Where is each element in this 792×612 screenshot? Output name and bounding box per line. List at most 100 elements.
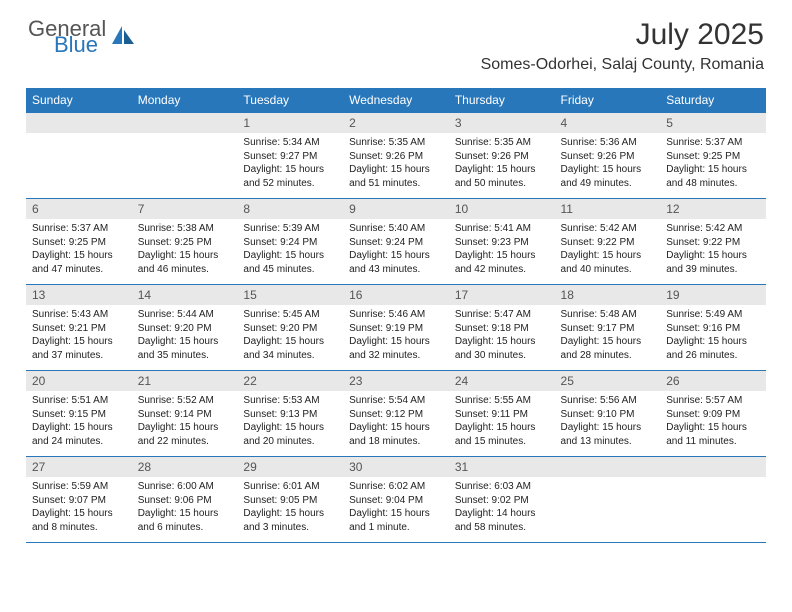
info-line: Sunset: 9:26 PM: [561, 150, 655, 164]
info-line: Daylight: 15 hours: [243, 249, 337, 263]
date-cell: [660, 457, 766, 478]
date-cell: 14: [132, 285, 238, 306]
calendar-body: 12345Sunrise: 5:34 AMSunset: 9:27 PMDayl…: [26, 113, 766, 543]
info-cell: Sunrise: 5:43 AMSunset: 9:21 PMDaylight:…: [26, 305, 132, 371]
info-line: and 1 minute.: [349, 521, 443, 535]
info-line: and 35 minutes.: [138, 349, 232, 363]
info-line: Sunrise: 5:39 AM: [243, 222, 337, 236]
info-line: and 40 minutes.: [561, 263, 655, 277]
info-line: and 50 minutes.: [455, 177, 549, 191]
info-cell: Sunrise: 5:52 AMSunset: 9:14 PMDaylight:…: [132, 391, 238, 457]
info-cell: Sunrise: 5:38 AMSunset: 9:25 PMDaylight:…: [132, 219, 238, 285]
info-cell: Sunrise: 6:00 AMSunset: 9:06 PMDaylight:…: [132, 477, 238, 543]
date-cell: 12: [660, 199, 766, 220]
date-cell: 28: [132, 457, 238, 478]
logo-text-wrap: General Blue: [28, 18, 106, 56]
info-cell: Sunrise: 5:53 AMSunset: 9:13 PMDaylight:…: [237, 391, 343, 457]
week-info-row: Sunrise: 5:37 AMSunset: 9:25 PMDaylight:…: [26, 219, 766, 285]
info-line: Daylight: 15 hours: [138, 507, 232, 521]
date-cell: 16: [343, 285, 449, 306]
info-line: and 39 minutes.: [666, 263, 760, 277]
info-line: Daylight: 15 hours: [243, 335, 337, 349]
info-line: Daylight: 15 hours: [455, 335, 549, 349]
info-line: Sunset: 9:11 PM: [455, 408, 549, 422]
week-info-row: Sunrise: 5:34 AMSunset: 9:27 PMDaylight:…: [26, 133, 766, 199]
date-cell: 10: [449, 199, 555, 220]
info-line: Sunset: 9:04 PM: [349, 494, 443, 508]
info-line: Sunrise: 5:35 AM: [349, 136, 443, 150]
info-line: Sunset: 9:17 PM: [561, 322, 655, 336]
info-line: Daylight: 15 hours: [666, 163, 760, 177]
info-line: Sunset: 9:13 PM: [243, 408, 337, 422]
info-line: Daylight: 15 hours: [561, 163, 655, 177]
info-line: Daylight: 15 hours: [349, 507, 443, 521]
info-line: Sunset: 9:21 PM: [32, 322, 126, 336]
date-cell: [132, 113, 238, 134]
info-cell: Sunrise: 6:03 AMSunset: 9:02 PMDaylight:…: [449, 477, 555, 543]
info-line: Sunset: 9:20 PM: [243, 322, 337, 336]
info-cell: Sunrise: 5:56 AMSunset: 9:10 PMDaylight:…: [555, 391, 661, 457]
date-cell: [555, 457, 661, 478]
info-cell: Sunrise: 5:55 AMSunset: 9:11 PMDaylight:…: [449, 391, 555, 457]
info-line: Daylight: 15 hours: [666, 421, 760, 435]
info-cell: Sunrise: 5:34 AMSunset: 9:27 PMDaylight:…: [237, 133, 343, 199]
info-line: Sunset: 9:09 PM: [666, 408, 760, 422]
info-line: Daylight: 15 hours: [138, 421, 232, 435]
info-cell: Sunrise: 5:37 AMSunset: 9:25 PMDaylight:…: [660, 133, 766, 199]
info-line: Daylight: 15 hours: [349, 163, 443, 177]
info-line: and 51 minutes.: [349, 177, 443, 191]
info-line: and 46 minutes.: [138, 263, 232, 277]
info-line: and 8 minutes.: [32, 521, 126, 535]
info-cell: Sunrise: 5:39 AMSunset: 9:24 PMDaylight:…: [237, 219, 343, 285]
info-line: Sunrise: 5:42 AM: [666, 222, 760, 236]
week-date-row: 2728293031: [26, 457, 766, 478]
info-line: and 6 minutes.: [138, 521, 232, 535]
date-cell: 21: [132, 371, 238, 392]
info-line: and 18 minutes.: [349, 435, 443, 449]
info-line: Sunset: 9:26 PM: [455, 150, 549, 164]
date-cell: [26, 113, 132, 134]
date-cell: 30: [343, 457, 449, 478]
info-line: and 43 minutes.: [349, 263, 443, 277]
info-line: Sunset: 9:22 PM: [561, 236, 655, 250]
info-line: Daylight: 14 hours: [455, 507, 549, 521]
info-line: and 32 minutes.: [349, 349, 443, 363]
info-cell: Sunrise: 6:01 AMSunset: 9:05 PMDaylight:…: [237, 477, 343, 543]
info-line: Sunrise: 5:37 AM: [32, 222, 126, 236]
day-header-thursday: Thursday: [449, 88, 555, 113]
info-line: Sunrise: 5:47 AM: [455, 308, 549, 322]
info-line: Daylight: 15 hours: [666, 249, 760, 263]
date-cell: 18: [555, 285, 661, 306]
info-line: Sunset: 9:19 PM: [349, 322, 443, 336]
info-cell: Sunrise: 5:45 AMSunset: 9:20 PMDaylight:…: [237, 305, 343, 371]
info-line: Sunset: 9:24 PM: [243, 236, 337, 250]
date-cell: 2: [343, 113, 449, 134]
location-text: Somes-Odorhei, Salaj County, Romania: [481, 56, 764, 74]
info-line: Sunrise: 6:03 AM: [455, 480, 549, 494]
info-line: and 49 minutes.: [561, 177, 655, 191]
date-cell: 24: [449, 371, 555, 392]
day-header-saturday: Saturday: [660, 88, 766, 113]
info-line: Sunrise: 6:00 AM: [138, 480, 232, 494]
info-line: Sunset: 9:26 PM: [349, 150, 443, 164]
info-line: Sunset: 9:23 PM: [455, 236, 549, 250]
date-cell: 1: [237, 113, 343, 134]
info-line: Sunrise: 5:56 AM: [561, 394, 655, 408]
info-line: Sunset: 9:15 PM: [32, 408, 126, 422]
info-line: Sunset: 9:12 PM: [349, 408, 443, 422]
date-cell: 15: [237, 285, 343, 306]
info-line: Sunrise: 5:59 AM: [32, 480, 126, 494]
info-line: Sunset: 9:05 PM: [243, 494, 337, 508]
logo: General Blue: [28, 18, 136, 56]
info-line: Sunset: 9:18 PM: [455, 322, 549, 336]
info-line: Sunrise: 5:44 AM: [138, 308, 232, 322]
info-cell: [132, 133, 238, 199]
info-cell: Sunrise: 5:59 AMSunset: 9:07 PMDaylight:…: [26, 477, 132, 543]
info-line: Daylight: 15 hours: [32, 421, 126, 435]
calendar-table: SundayMondayTuesdayWednesdayThursdayFrid…: [26, 88, 766, 543]
week-info-row: Sunrise: 5:51 AMSunset: 9:15 PMDaylight:…: [26, 391, 766, 457]
info-line: Sunrise: 5:38 AM: [138, 222, 232, 236]
info-line: and 13 minutes.: [561, 435, 655, 449]
info-line: and 45 minutes.: [243, 263, 337, 277]
info-line: Daylight: 15 hours: [243, 507, 337, 521]
